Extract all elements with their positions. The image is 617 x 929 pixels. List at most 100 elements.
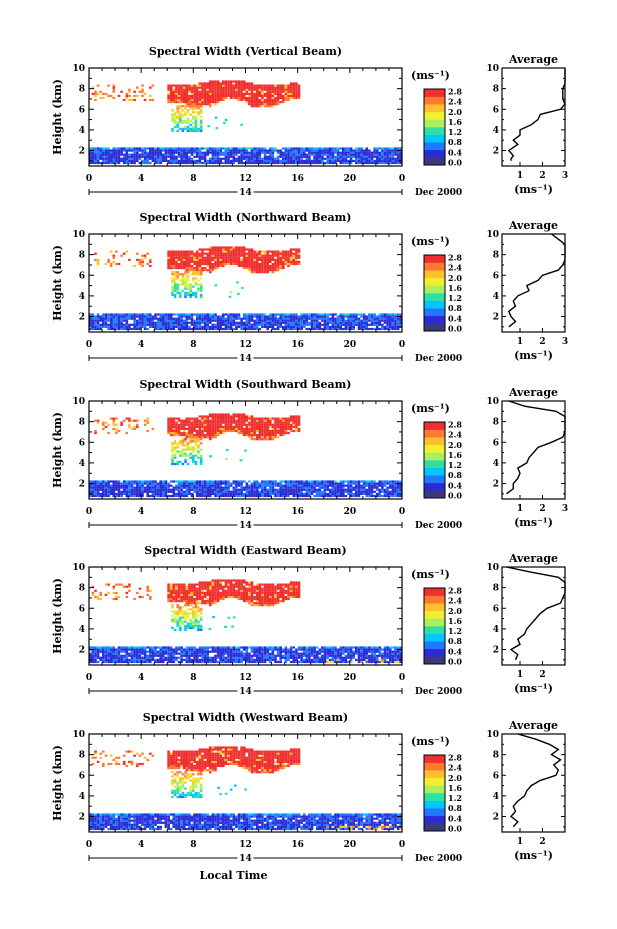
- heatmap-cell: [240, 88, 243, 91]
- heatmap-cell: [164, 319, 168, 322]
- heatmap-cell: [181, 442, 185, 445]
- heatmap-cell: [201, 258, 204, 261]
- heatmap-cell: [125, 94, 129, 97]
- heatmap-cell: [190, 269, 194, 272]
- heatmap-cell: [396, 313, 400, 316]
- heatmap-cell: [122, 327, 126, 331]
- heatmap-cell: [197, 440, 200, 443]
- heatmap-cell: [122, 492, 126, 495]
- heatmap-cell: [96, 84, 100, 87]
- heatmap-cell: [185, 269, 189, 272]
- heatmap-cell: [263, 151, 267, 154]
- heatmap-cell: [206, 159, 209, 162]
- heatmap-cell: [216, 88, 220, 91]
- heatmap-cell: [326, 315, 329, 318]
- heatmap-cell: [219, 417, 222, 420]
- heatmap-cell: [253, 159, 256, 162]
- heatmap-cell: [195, 88, 199, 91]
- heatmap-cell: [313, 482, 316, 485]
- heatmap-cell: [201, 429, 204, 433]
- heatmap-cell: [287, 153, 290, 156]
- heatmap-cell: [258, 264, 262, 268]
- heatmap-cell: [318, 492, 322, 495]
- heatmap-cell: [289, 427, 293, 430]
- heatmap-cell: [383, 492, 387, 495]
- heatmap-cell: [222, 313, 225, 316]
- heatmap-cell: [180, 254, 183, 257]
- heatmap-cell: [104, 157, 108, 160]
- heatmap-cell: [185, 147, 189, 150]
- heatmap-cell: [214, 88, 217, 91]
- heatmap-cell: [258, 147, 262, 150]
- heatmap-cell: [362, 161, 366, 165]
- y-tick-label: 10: [72, 230, 85, 240]
- y-tick-label: 2: [79, 480, 85, 490]
- heatmap-cell: [336, 159, 340, 162]
- heatmap-cell: [292, 423, 295, 426]
- heatmap-cell: [235, 250, 238, 253]
- heatmap-cell: [381, 323, 384, 326]
- heatmap-cell: [321, 147, 324, 150]
- heatmap-cell: [242, 92, 246, 95]
- heatmap-cell: [302, 159, 306, 162]
- heatmap-cell: [289, 484, 293, 487]
- heatmap-cell: [211, 421, 215, 424]
- heatmap-cell: [203, 86, 207, 89]
- heatmap-cell: [342, 490, 345, 493]
- heatmap-cell: [209, 436, 212, 439]
- heatmap-cell: [396, 161, 400, 165]
- heatmap-cell: [300, 484, 303, 487]
- heatmap-cell: [180, 250, 183, 253]
- heatmap-cell: [176, 283, 179, 286]
- heatmap-cell: [211, 423, 215, 426]
- heatmap-cell: [194, 454, 198, 457]
- heatmap-cell: [184, 458, 187, 461]
- heatmap-cell: [263, 427, 267, 430]
- heatmap-cell: [258, 157, 262, 160]
- heatmap-cell: [357, 161, 361, 165]
- heatmap-cell: [242, 423, 246, 426]
- x-tick-label: 0: [86, 340, 92, 350]
- heatmap-cell: [143, 480, 147, 483]
- heatmap-cell: [222, 413, 225, 416]
- heatmap-cell: [222, 86, 225, 89]
- heatmap-cell: [342, 313, 345, 316]
- heatmap-cell: [177, 482, 181, 485]
- heatmap-cell: [128, 98, 131, 102]
- heatmap-cell: [185, 260, 189, 263]
- heatmap-cell: [248, 417, 251, 420]
- heatmap-cell: [125, 327, 129, 331]
- heatmap-cell: [180, 96, 183, 100]
- heatmap-cell: [102, 321, 105, 324]
- heatmap-cell: [190, 423, 194, 426]
- heatmap-cell: [206, 264, 209, 268]
- heatmap-cell: [122, 149, 126, 152]
- heatmap-cell: [192, 105, 195, 108]
- heatmap-cell: [308, 323, 311, 326]
- heatmap-cell: [232, 84, 236, 87]
- heatmap-cell: [128, 258, 131, 261]
- heatmap-cell: [222, 248, 225, 251]
- heatmap-cell: [357, 486, 361, 489]
- colorbar-swatch: [424, 149, 445, 158]
- heatmap-cell: [295, 155, 298, 158]
- heatmap-cell: [271, 103, 275, 106]
- heatmap-cell: [122, 490, 126, 493]
- heatmap-cell: [284, 429, 288, 433]
- heatmap-cell: [258, 419, 262, 422]
- heatmap-cell: [360, 151, 363, 154]
- heatmap-cell: [112, 90, 116, 93]
- heatmap-cell: [287, 431, 290, 435]
- heatmap-cell: [302, 147, 306, 150]
- heatmap-cell: [375, 149, 379, 152]
- heatmap-cell: [190, 256, 194, 259]
- heatmap-cell: [94, 319, 97, 322]
- heatmap-cell: [295, 492, 298, 495]
- heatmap-cell: [396, 317, 400, 320]
- heatmap-cell: [250, 482, 254, 485]
- heatmap-cell: [232, 425, 236, 428]
- heatmap-cell: [297, 260, 301, 263]
- heatmap-cell: [214, 413, 217, 416]
- heatmap-cell: [159, 327, 162, 331]
- heatmap-cell: [269, 323, 272, 326]
